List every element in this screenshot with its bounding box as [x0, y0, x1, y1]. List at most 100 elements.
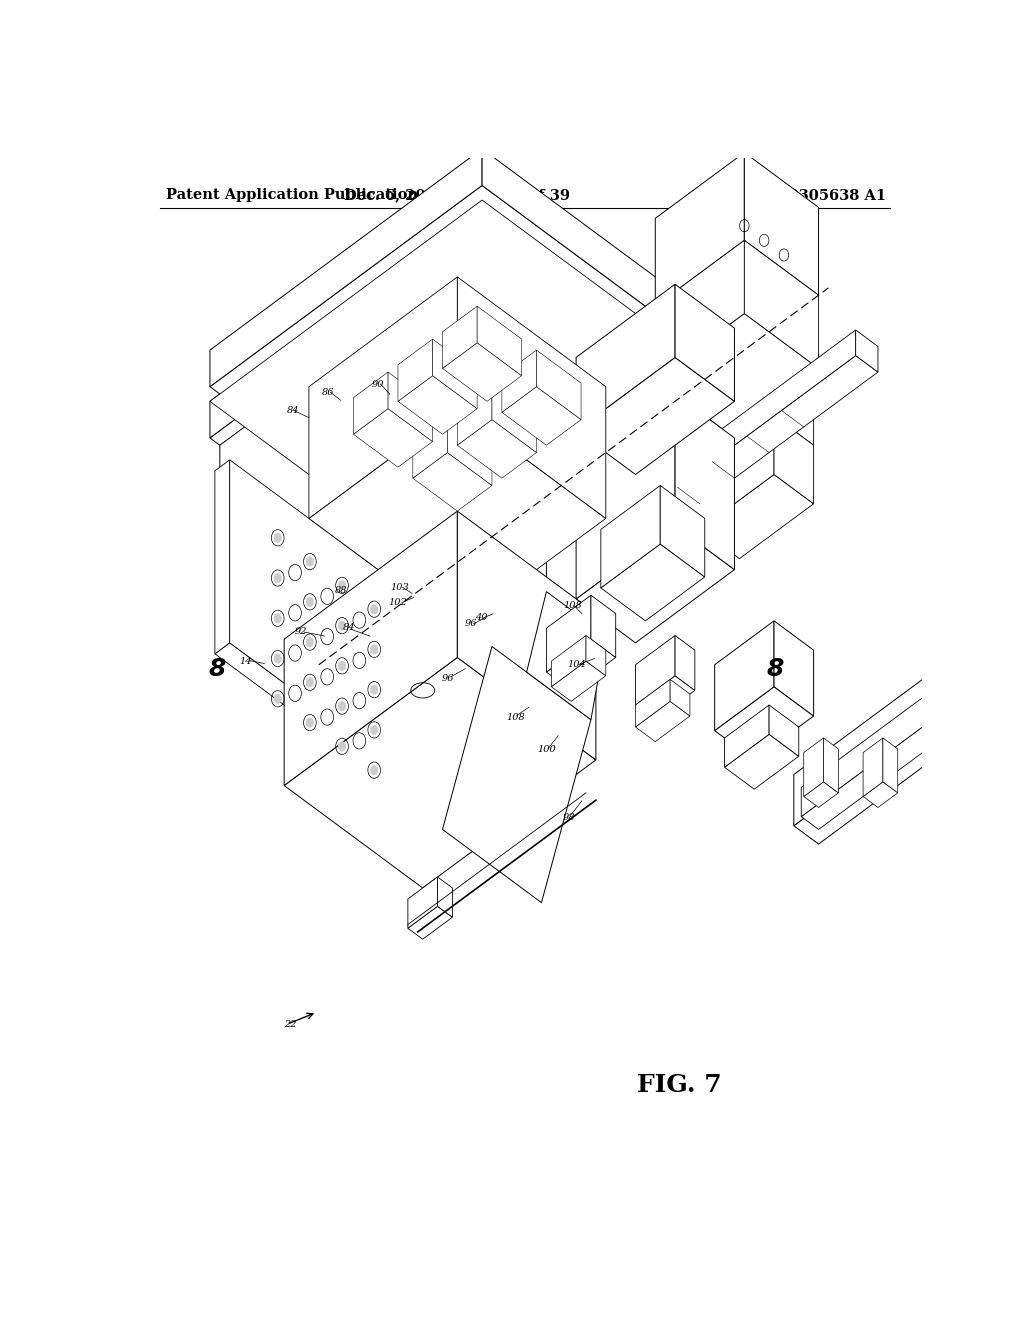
Polygon shape — [547, 639, 615, 690]
Polygon shape — [923, 738, 942, 796]
Polygon shape — [210, 149, 482, 387]
Polygon shape — [210, 201, 482, 438]
Polygon shape — [699, 416, 774, 529]
Polygon shape — [923, 746, 1024, 859]
Polygon shape — [675, 635, 695, 690]
Polygon shape — [215, 459, 229, 653]
Text: 100: 100 — [538, 746, 556, 755]
Circle shape — [306, 597, 313, 607]
Polygon shape — [408, 876, 437, 928]
Polygon shape — [502, 350, 537, 412]
Polygon shape — [699, 474, 814, 558]
Circle shape — [306, 677, 313, 688]
Polygon shape — [715, 686, 814, 760]
Polygon shape — [220, 343, 358, 651]
Text: 102: 102 — [388, 598, 408, 607]
Circle shape — [371, 605, 378, 614]
Polygon shape — [398, 339, 432, 401]
Text: 103: 103 — [390, 583, 409, 591]
Polygon shape — [655, 314, 818, 434]
Text: 90: 90 — [372, 380, 384, 388]
Polygon shape — [794, 591, 1024, 826]
Text: 22: 22 — [285, 1020, 297, 1028]
Polygon shape — [660, 486, 705, 577]
Text: Patent Application Publication: Patent Application Publication — [166, 189, 418, 202]
Polygon shape — [804, 781, 839, 808]
Text: 86: 86 — [322, 388, 334, 397]
Polygon shape — [769, 705, 799, 756]
Polygon shape — [309, 277, 458, 519]
Text: 84: 84 — [287, 407, 299, 414]
Polygon shape — [584, 355, 878, 573]
Polygon shape — [458, 277, 606, 519]
Circle shape — [338, 620, 346, 631]
Text: 96: 96 — [465, 619, 477, 628]
Polygon shape — [883, 738, 898, 793]
Polygon shape — [863, 738, 883, 796]
Polygon shape — [413, 453, 492, 511]
Circle shape — [338, 742, 346, 751]
Polygon shape — [794, 643, 1024, 843]
Circle shape — [273, 653, 282, 664]
Text: 104: 104 — [567, 660, 586, 669]
Polygon shape — [655, 153, 744, 306]
Polygon shape — [636, 701, 690, 742]
Polygon shape — [482, 201, 680, 383]
Polygon shape — [670, 680, 690, 715]
Polygon shape — [774, 306, 814, 445]
Polygon shape — [551, 635, 586, 686]
Polygon shape — [432, 339, 477, 409]
Polygon shape — [442, 647, 591, 903]
Text: US 2012/0305638 A1: US 2012/0305638 A1 — [714, 189, 886, 202]
Polygon shape — [526, 591, 606, 719]
Polygon shape — [577, 393, 675, 599]
Polygon shape — [215, 643, 402, 781]
Polygon shape — [725, 734, 799, 789]
Circle shape — [371, 766, 378, 775]
Polygon shape — [547, 595, 591, 672]
Polygon shape — [715, 620, 774, 731]
Polygon shape — [591, 595, 615, 657]
Polygon shape — [502, 387, 581, 445]
Circle shape — [273, 694, 282, 704]
Polygon shape — [957, 789, 1024, 880]
Circle shape — [306, 718, 313, 727]
Polygon shape — [774, 620, 814, 715]
Text: 40: 40 — [475, 614, 487, 622]
Circle shape — [338, 661, 346, 671]
Text: 14: 14 — [240, 657, 252, 667]
Polygon shape — [413, 416, 447, 478]
Circle shape — [371, 644, 378, 655]
Polygon shape — [447, 416, 492, 486]
Polygon shape — [437, 876, 453, 917]
Polygon shape — [398, 376, 477, 434]
Polygon shape — [442, 306, 477, 368]
Polygon shape — [744, 240, 818, 368]
Polygon shape — [655, 240, 744, 379]
Polygon shape — [458, 383, 492, 445]
Text: Dec. 6, 2012   Sheet 8 of 39: Dec. 6, 2012 Sheet 8 of 39 — [344, 189, 570, 202]
Polygon shape — [388, 372, 432, 442]
Polygon shape — [477, 306, 521, 376]
Polygon shape — [675, 284, 734, 401]
Text: 92: 92 — [295, 627, 307, 635]
Polygon shape — [699, 416, 814, 500]
Polygon shape — [636, 676, 695, 719]
Polygon shape — [725, 705, 769, 767]
Polygon shape — [636, 680, 670, 727]
Circle shape — [338, 701, 346, 711]
Polygon shape — [699, 306, 774, 471]
Polygon shape — [210, 236, 680, 585]
Polygon shape — [229, 459, 402, 771]
Polygon shape — [458, 420, 537, 478]
Polygon shape — [823, 738, 839, 793]
Polygon shape — [210, 185, 680, 533]
Polygon shape — [577, 358, 734, 474]
Text: 108: 108 — [563, 601, 582, 610]
Polygon shape — [923, 705, 1024, 837]
Polygon shape — [923, 781, 957, 808]
Text: 98: 98 — [562, 813, 574, 821]
Polygon shape — [309, 409, 606, 628]
Polygon shape — [655, 240, 818, 362]
Polygon shape — [210, 201, 680, 548]
